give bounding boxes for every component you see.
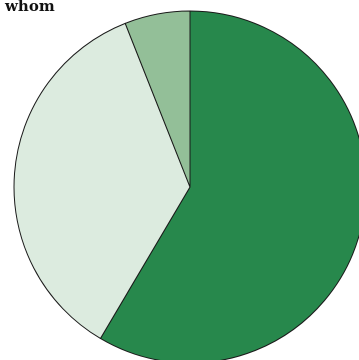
pie-slice-1 <box>99 10 359 360</box>
pie-slices <box>13 10 359 360</box>
chart-title: whom <box>5 0 55 15</box>
pie-slice-3 <box>124 10 191 188</box>
pie-slice-2 <box>13 22 191 339</box>
